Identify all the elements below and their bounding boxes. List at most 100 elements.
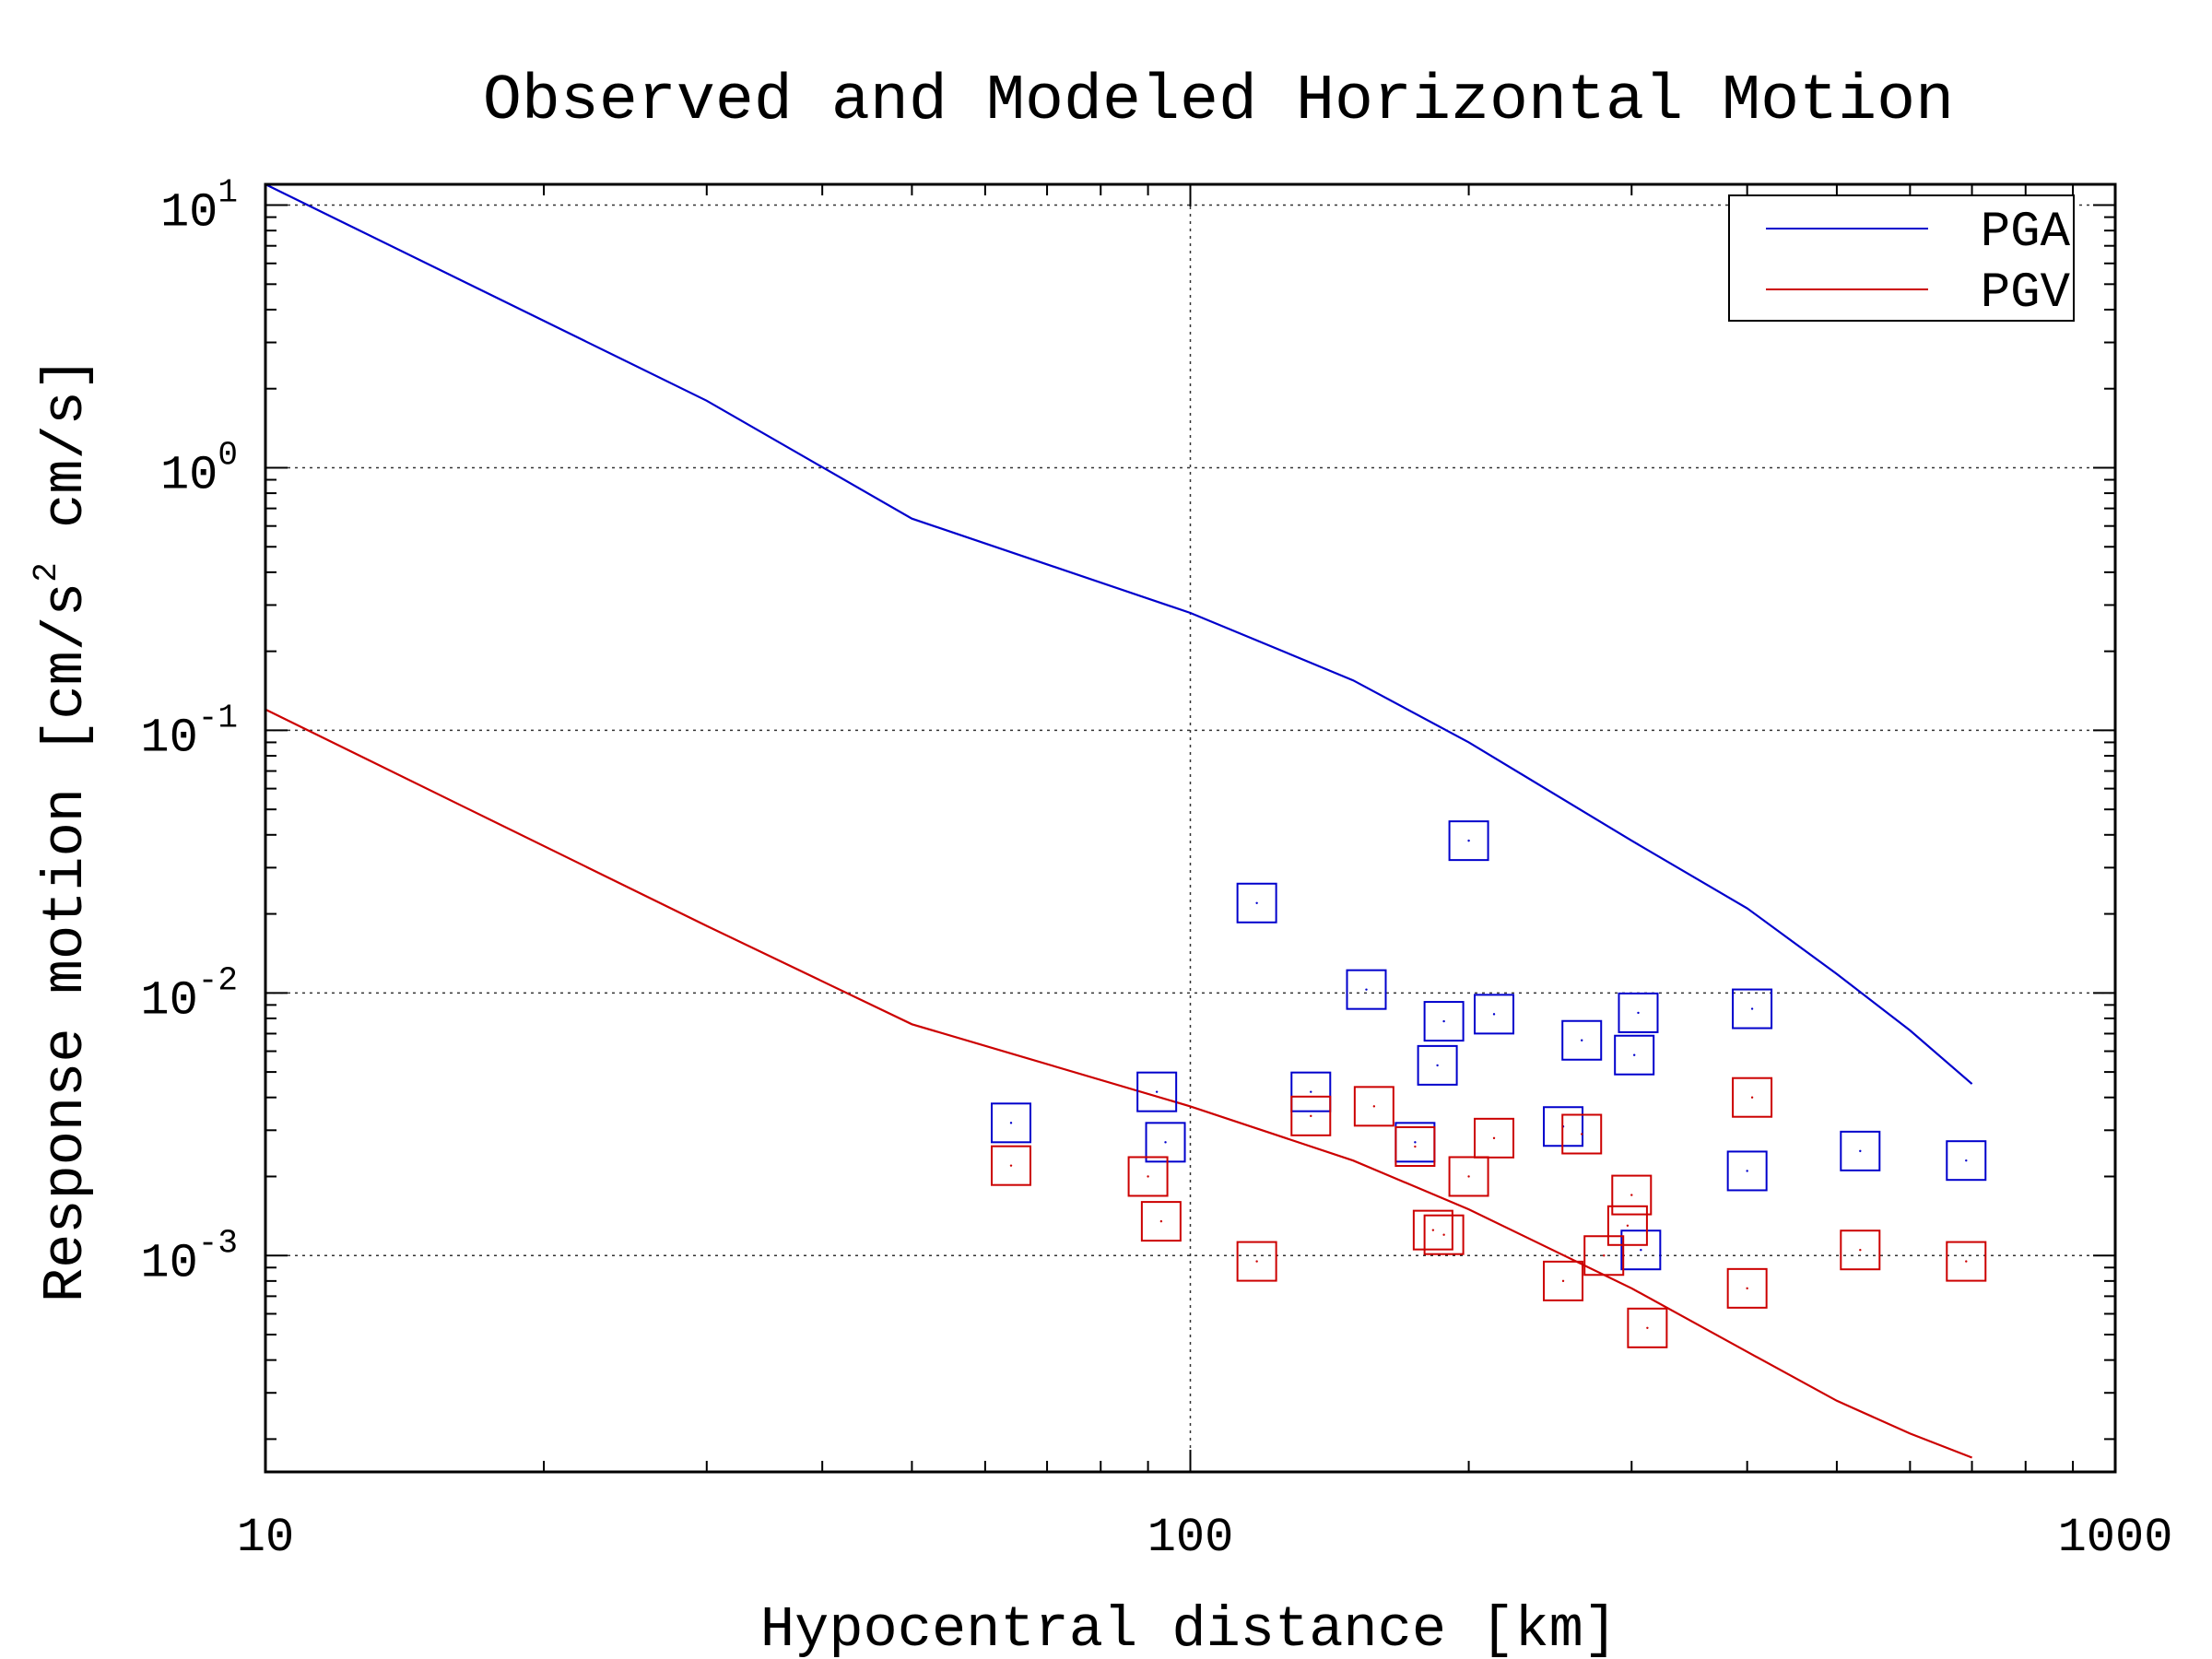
observed-marker-2 [1236,882,1277,924]
x-tick-label: 100 [1147,1511,1234,1565]
series-layer [265,183,1987,1459]
observed-marker-2 [1423,1001,1465,1042]
observed-marker-center-3 [1372,1105,1376,1108]
x-tick-labels: 10 100 1000 [237,1511,2173,1565]
observed-marker-center-3 [1467,1175,1470,1178]
observed-marker-2 [1732,988,1773,1030]
observed-marker-center-3 [1630,1194,1633,1196]
y-axis-label-suffix: cm/s] [33,357,99,562]
legend-pgv-label: PGV [1981,265,2071,322]
observed-marker-2 [1614,1034,1655,1076]
observed-marker-center-3 [1965,1260,1968,1263]
y-axis-label-superscript: 2 [28,562,65,582]
observed-marker-center-3 [1603,1254,1606,1257]
ticks [265,184,2115,1472]
y-tick-label: 10-1 [140,699,238,765]
observed-marker-3 [1946,1241,1987,1282]
observed-marker-3 [1606,1205,1648,1246]
observed-marker-center-2 [1442,1019,1445,1023]
observed-marker-center-3 [1561,1279,1565,1283]
y-tick-label-exponent: -3 [198,1224,238,1262]
observed-marker-center-2 [1637,1011,1640,1015]
observed-marker-3 [1474,1117,1515,1159]
y-tick-label-exponent: 1 [218,174,238,212]
observed-marker-2 [1618,992,1659,1033]
observed-marker-3 [1290,1095,1332,1136]
observed-marker-2 [1620,1230,1662,1271]
observed-marker-center-3 [1414,1145,1417,1148]
observed-marker-center-2 [1859,1149,1862,1153]
observed-marker-center-3 [1646,1326,1649,1330]
observed-marker-2 [1136,1071,1178,1112]
observed-marker-center-2 [1310,1090,1312,1093]
observed-marker-2 [1448,820,1489,862]
y-tick-label-base: 10 [140,1236,197,1290]
observed-marker-center-2 [1746,1170,1748,1172]
observed-marker-3 [1840,1230,1881,1271]
observed-marker-3 [1353,1086,1394,1127]
observed-marker-2 [1346,969,1387,1010]
observed-marker-3 [1732,1077,1773,1118]
observed-marker-center-2 [1255,901,1258,904]
chart-title: Observed and Modeled Horizontal Motion [483,65,1954,138]
observed-marker-2 [1290,1071,1332,1112]
y-tick-label: 101 [160,174,238,241]
y-tick-label: 10-2 [140,961,238,1028]
observed-marker-2 [1946,1140,1987,1182]
observed-marker-2 [1726,1150,1768,1192]
y-axis-label-prefix: Response motion [cm/s [33,582,99,1302]
observed-marker-center-3 [1442,1233,1445,1236]
observed-marker-center-2 [1965,1159,1968,1162]
observed-marker-center-3 [1750,1096,1754,1099]
observed-marker-3 [1423,1214,1465,1255]
pga-model-line [265,183,1973,1085]
y-tick-label-base: 10 [160,186,218,241]
observed-marker-2 [1417,1044,1458,1086]
y-tick-label-exponent: 0 [218,436,238,474]
y-tick-label-exponent: -2 [198,961,238,999]
observed-marker-3 [1627,1307,1668,1348]
observed-marker-center-2 [1414,1141,1417,1144]
observed-marker-3 [1543,1260,1584,1301]
pgv-model-line [265,708,1972,1459]
observed-marker-center-3 [1147,1175,1149,1178]
y-tick-label-base: 10 [140,711,197,765]
observed-marker-center-2 [1640,1249,1642,1252]
observed-marker-center-3 [1009,1164,1013,1167]
observed-marker-center-3 [1310,1114,1312,1118]
observed-marker-center-3 [1431,1229,1435,1231]
observed-marker-2 [1474,994,1515,1035]
observed-marker-center-2 [1467,839,1470,842]
observed-marker-3 [1561,1113,1603,1155]
observed-marker-3 [1127,1156,1169,1197]
observed-marker-2 [1561,1019,1603,1061]
observed-marker-3 [1394,1126,1436,1168]
y-axis-label: Response motion [cm/s2 cm/s] [28,357,99,1302]
observed-marker-center-2 [1492,1013,1496,1016]
observed-marker-2 [1145,1122,1186,1163]
observed-marker-center-2 [1750,1007,1754,1010]
x-tick-label: 1000 [2058,1511,2173,1565]
observed-marker-center-3 [1581,1133,1583,1135]
observed-marker-3 [1448,1156,1489,1197]
legend: PGA PGV [1728,194,2075,322]
x-axis-label: Hypocentral distance [km] [760,1597,1618,1659]
observed-marker-center-3 [1859,1249,1862,1252]
observed-marker-center-3 [1159,1219,1163,1223]
observed-marker-3 [1140,1201,1182,1242]
observed-marker-2 [1840,1130,1881,1171]
observed-marker-center-3 [1492,1136,1496,1140]
legend-pga-label: PGA [1981,205,2071,261]
observed-marker-center-3 [1626,1224,1630,1227]
observed-marker-center-2 [1155,1090,1159,1093]
legend-box [1728,194,2075,322]
y-tick-label-base: 10 [140,973,197,1028]
observed-marker-3 [1726,1267,1768,1309]
x-tick-label: 10 [237,1511,294,1565]
observed-marker-3 [991,1145,1032,1186]
observed-marker-3 [1236,1241,1277,1282]
y-tick-label-base: 10 [160,448,218,502]
observed-marker-center-2 [1632,1053,1636,1056]
